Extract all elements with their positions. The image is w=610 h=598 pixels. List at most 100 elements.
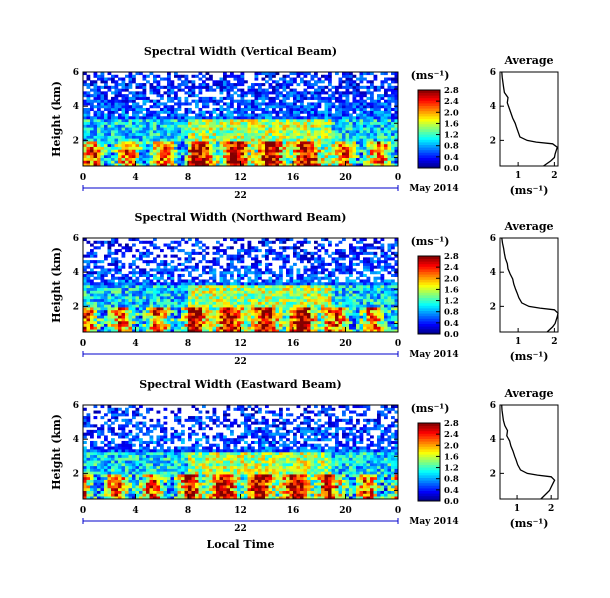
heatmap-cell: [188, 293, 192, 297]
heatmap-cell: [93, 113, 98, 117]
heatmap-cell: [100, 329, 105, 333]
heatmap-cell: [90, 249, 94, 253]
heatmap-cell: [359, 74, 364, 78]
heatmap-cell: [377, 240, 381, 244]
heatmap-cell: [303, 315, 308, 319]
heatmap-cell: [132, 273, 136, 277]
heatmap-cell: [321, 130, 325, 134]
heatmap-cell: [184, 329, 189, 333]
heatmap-cell: [205, 88, 210, 92]
heatmap-cell: [216, 320, 220, 324]
heatmap-cell: [251, 293, 255, 297]
heatmap-cell: [163, 124, 168, 128]
heatmap-cell: [321, 271, 325, 275]
heatmap-cell: [342, 105, 346, 109]
heatmap-cell: [90, 296, 94, 300]
heatmap-cell: [345, 130, 350, 134]
heatmap-cell: [345, 312, 350, 316]
heatmap-cell: [384, 157, 388, 161]
heatmap-cell: [156, 282, 161, 286]
heatmap-cell: [86, 102, 91, 106]
heatmap-cell: [100, 265, 105, 269]
heatmap-cell: [342, 285, 346, 289]
heatmap-cell: [324, 287, 329, 291]
heatmap-cell: [128, 77, 133, 81]
heatmap-cell: [198, 285, 203, 289]
heatmap-cell: [198, 91, 203, 95]
heatmap-cell: [163, 293, 168, 297]
heatmap-cell: [121, 285, 126, 289]
heatmap-cell: [244, 135, 248, 139]
heatmap-cell: [331, 127, 336, 131]
heatmap-cell: [83, 94, 87, 98]
heatmap-cell: [128, 276, 133, 280]
heatmap-cell: [132, 77, 136, 81]
heatmap-cell: [111, 138, 115, 142]
heatmap-cell: [111, 157, 115, 161]
heatmap-cell: [100, 273, 105, 277]
heatmap-cell: [247, 268, 252, 272]
heatmap-cell: [153, 85, 157, 89]
heatmap-cell: [310, 110, 315, 114]
heatmap-cell: [272, 240, 276, 244]
heatmap-cell: [282, 254, 287, 258]
heatmap-cell: [212, 262, 217, 266]
heatmap-cell: [97, 135, 101, 139]
heatmap-cell: [205, 326, 210, 330]
heatmap-cell: [118, 77, 122, 81]
heatmap-cell: [363, 132, 367, 136]
heatmap-cell: [356, 94, 360, 98]
heatmap-cell: [195, 309, 199, 313]
heatmap-cell: [230, 143, 234, 147]
heatmap-cell: [237, 323, 241, 327]
heatmap-cell: [86, 130, 91, 134]
heatmap-cell: [198, 141, 203, 145]
heatmap-cell: [153, 257, 157, 261]
heatmap-cell: [209, 304, 213, 308]
heatmap-cell: [331, 102, 336, 106]
heatmap-cell: [324, 296, 329, 300]
heatmap-cell: [90, 143, 94, 147]
heatmap-cell: [303, 329, 308, 333]
heatmap-cell: [230, 290, 234, 294]
heatmap-cell: [349, 323, 353, 327]
heatmap-cell: [121, 318, 126, 322]
heatmap-cell: [174, 301, 178, 305]
heatmap-cell: [380, 296, 385, 300]
heatmap-cell: [209, 265, 213, 269]
heatmap-cell: [275, 132, 280, 136]
heatmap-cell: [328, 127, 332, 131]
heatmap-cell: [275, 88, 280, 92]
heatmap-cell: [93, 163, 98, 167]
heatmap-cell: [121, 132, 126, 136]
heatmap-cell: [352, 312, 357, 316]
heatmap-cell: [202, 265, 206, 269]
heatmap-cell: [289, 72, 294, 76]
heatmap-cell: [198, 240, 203, 244]
heatmap-cell: [331, 285, 336, 289]
heatmap-cell: [121, 143, 126, 147]
heatmap-cell: [328, 312, 332, 316]
heatmap-cell: [363, 135, 367, 139]
heatmap-cell: [370, 110, 374, 114]
heatmap-cell: [163, 116, 168, 120]
heatmap-cell: [282, 240, 287, 244]
heatmap-cell: [268, 135, 273, 139]
heatmap-cell: [251, 301, 255, 305]
heatmap-cell: [293, 107, 297, 111]
heatmap-cell: [254, 135, 259, 139]
heatmap-cell: [128, 320, 133, 324]
heatmap-cell: [160, 312, 164, 316]
heatmap-cell: [219, 301, 224, 305]
heatmap-cell: [125, 96, 129, 100]
heatmap-cell: [359, 160, 364, 164]
heatmap-cell: [97, 273, 101, 277]
heatmap-cell: [209, 282, 213, 286]
heatmap-cell: [373, 285, 378, 289]
heatmap-cell: [345, 254, 350, 258]
heatmap-cell: [149, 152, 154, 156]
heatmap-cell: [142, 271, 147, 275]
heatmap-cell: [345, 296, 350, 300]
heatmap-cell: [149, 298, 154, 302]
heatmap-cell: [83, 326, 87, 330]
